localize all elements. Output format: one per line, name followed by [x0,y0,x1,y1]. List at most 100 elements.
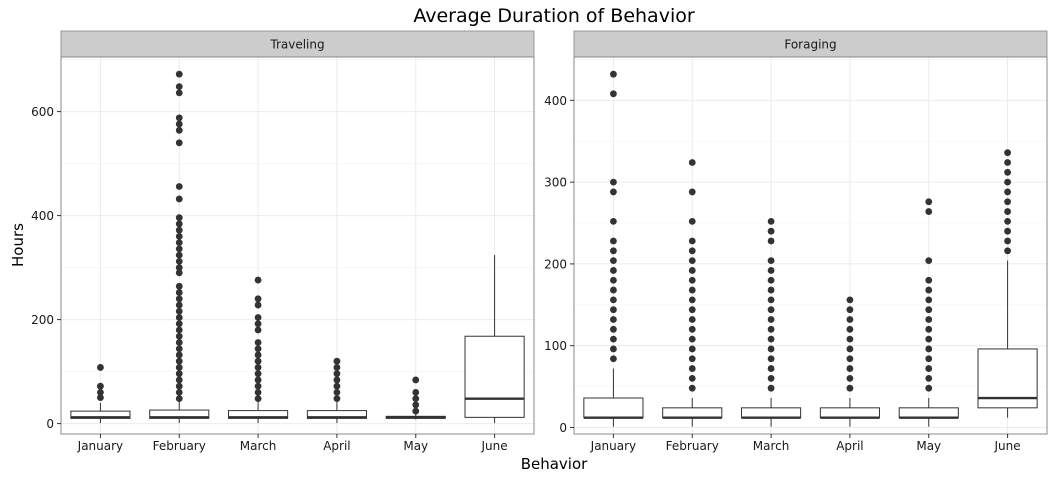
outlier-point [846,365,854,372]
box-may [385,376,446,420]
box-march [228,276,289,424]
outlier-point [925,257,933,265]
outlier-point [254,301,262,309]
outlier-point [610,286,617,294]
outlier-point [767,374,775,382]
outlier-point [767,306,775,314]
outlier-point [688,345,696,353]
outlier-point [97,389,104,396]
outlier-point [688,374,696,382]
outlier-point [846,384,854,392]
box-april [306,357,367,424]
outlier-point [175,382,183,390]
panel-foraging: Foraging 0 100 200 300 400 January February Marc… [544,30,1048,453]
x-tick-label: March [753,439,790,453]
outlier-point [688,247,696,255]
box-may [898,198,959,427]
x-tick-label: May [403,439,428,453]
outlier-point [767,286,775,294]
outlier-point [175,83,183,91]
outlier-point [97,394,104,401]
y-tick-label: 0 [559,421,567,435]
y-tick-label: 100 [544,339,567,353]
outlier-point [610,325,617,333]
x-tick-label: April [323,439,350,453]
outlier-point [688,159,696,166]
outlier-point [175,220,183,228]
outlier-point [925,325,933,333]
outlier-point [1004,227,1011,235]
outlier-point [688,335,696,343]
y-tick-label: 400 [544,94,567,108]
outlier-point [175,332,183,340]
panel-traveling: Traveling 0 200 400 600 January February March A… [31,30,535,453]
outlier-point [610,188,617,196]
outlier-point [767,217,775,225]
outlier-point [610,345,617,353]
outlier-point [610,178,617,186]
outlier-point [610,217,617,225]
outlier-point [175,314,183,321]
outlier-point [175,233,183,240]
outlier-point [333,395,341,403]
outlier-point [925,198,933,206]
outlier-point [925,316,933,323]
outlier-point [767,345,775,353]
outlier-point [412,389,420,396]
box-iqr [662,407,723,419]
outlier-point [254,395,262,403]
outlier-point [175,89,183,97]
outlier-point [846,316,854,323]
outlier-point [175,289,183,296]
outlier-point [175,264,183,271]
outlier-point [175,126,183,134]
outlier-point [846,374,854,382]
outlier-point [175,295,183,303]
facet-panels: Traveling 0 200 400 600 January February March A… [31,30,1048,453]
box-iqr [819,407,880,419]
outlier-point [175,239,183,247]
outlier-point [688,384,696,392]
outlier-point [175,351,183,359]
x-axis-title: Behavior [521,455,588,473]
x-tick-label: April [836,439,863,453]
outlier-point [175,226,183,234]
outlier-point [1004,149,1011,157]
outlier-point [254,314,262,321]
outlier-point [175,301,183,309]
outlier-point [688,267,696,274]
chart-title: Average Duration of Behavior [413,5,695,27]
outlier-point [254,357,262,365]
outlier-point [254,339,262,346]
facet-strip [573,30,1048,58]
outlier-point [846,355,854,363]
outlier-point [97,364,104,371]
outlier-point [688,316,696,323]
outlier-point [925,306,933,314]
outlier-point [175,395,183,403]
outlier-point [846,296,854,304]
outlier-point [333,389,341,396]
box-iqr [898,407,959,419]
outlier-point [846,345,854,353]
box-march [741,217,802,427]
outlier-point [925,286,933,294]
outlier-point [610,90,617,98]
box-february [662,159,723,427]
outlier-point [767,267,775,274]
outlier-point [1004,217,1011,225]
box-january [70,364,131,424]
outlier-point [688,306,696,314]
outlier-point [925,384,933,392]
box-january [583,70,644,427]
outlier-point [254,389,262,396]
outlier-point [688,188,696,196]
outlier-point [846,325,854,333]
outlier-point [175,364,183,371]
panel-background [574,57,1047,434]
x-tick-label: June [481,439,508,453]
box-iqr [741,407,802,419]
y-axis-title: Hours [9,223,27,267]
outlier-point [925,365,933,372]
